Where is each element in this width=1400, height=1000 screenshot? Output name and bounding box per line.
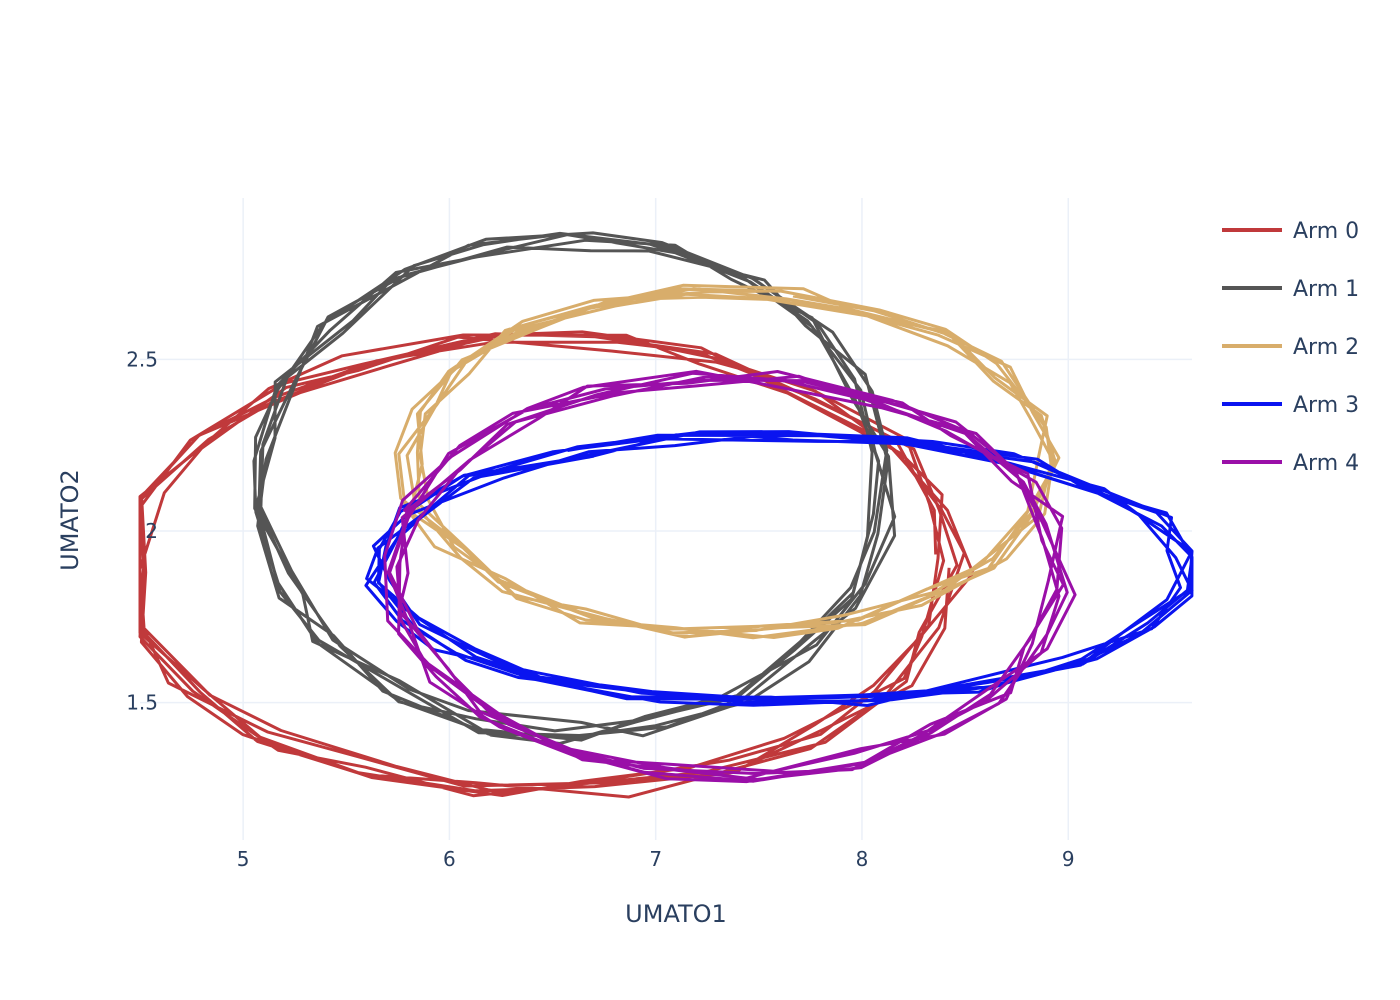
series-line-arm-0[interactable] [138,330,975,799]
x-tick-label: 9 [1062,847,1075,871]
legend[interactable]: Arm 0 Arm 1 Arm 2 Arm 3 Arm 4 [1222,219,1359,476]
legend-label: Arm 1 [1293,277,1359,302]
legend-label: Arm 3 [1293,393,1359,418]
series-line-arm-4[interactable] [383,369,1077,784]
legend-item-arm-4[interactable]: Arm 4 [1222,451,1359,476]
y-axis-ticks: 1.5 2 2.5 [126,347,158,714]
legend-item-arm-3[interactable]: Arm 3 [1222,393,1359,418]
y-tick-label: 1.5 [126,691,158,715]
x-axis-ticks: 5 6 7 8 9 [237,847,1075,871]
legend-item-arm-1[interactable]: Arm 1 [1222,277,1359,302]
legend-label: Arm 0 [1293,219,1359,244]
legend-item-arm-2[interactable]: Arm 2 [1222,335,1359,360]
y-tick-label: 2.5 [126,347,158,371]
series-line-arm-2[interactable] [393,283,1061,640]
x-tick-label: 8 [856,847,869,871]
x-tick-label: 5 [237,847,250,871]
legend-label: Arm 4 [1293,451,1359,476]
legend-item-arm-0[interactable]: Arm 0 [1222,219,1359,244]
x-tick-label: 6 [443,847,456,871]
y-axis-title: UMATO2 [56,469,84,571]
series-line-arm-1[interactable] [252,231,897,745]
trace-layer [138,231,1194,799]
y-tick-label: 2 [145,519,158,543]
legend-label: Arm 2 [1293,335,1359,360]
x-tick-label: 7 [649,847,662,871]
x-axis-title: UMATO1 [625,900,727,928]
series-line-arm-3[interactable] [364,430,1194,707]
